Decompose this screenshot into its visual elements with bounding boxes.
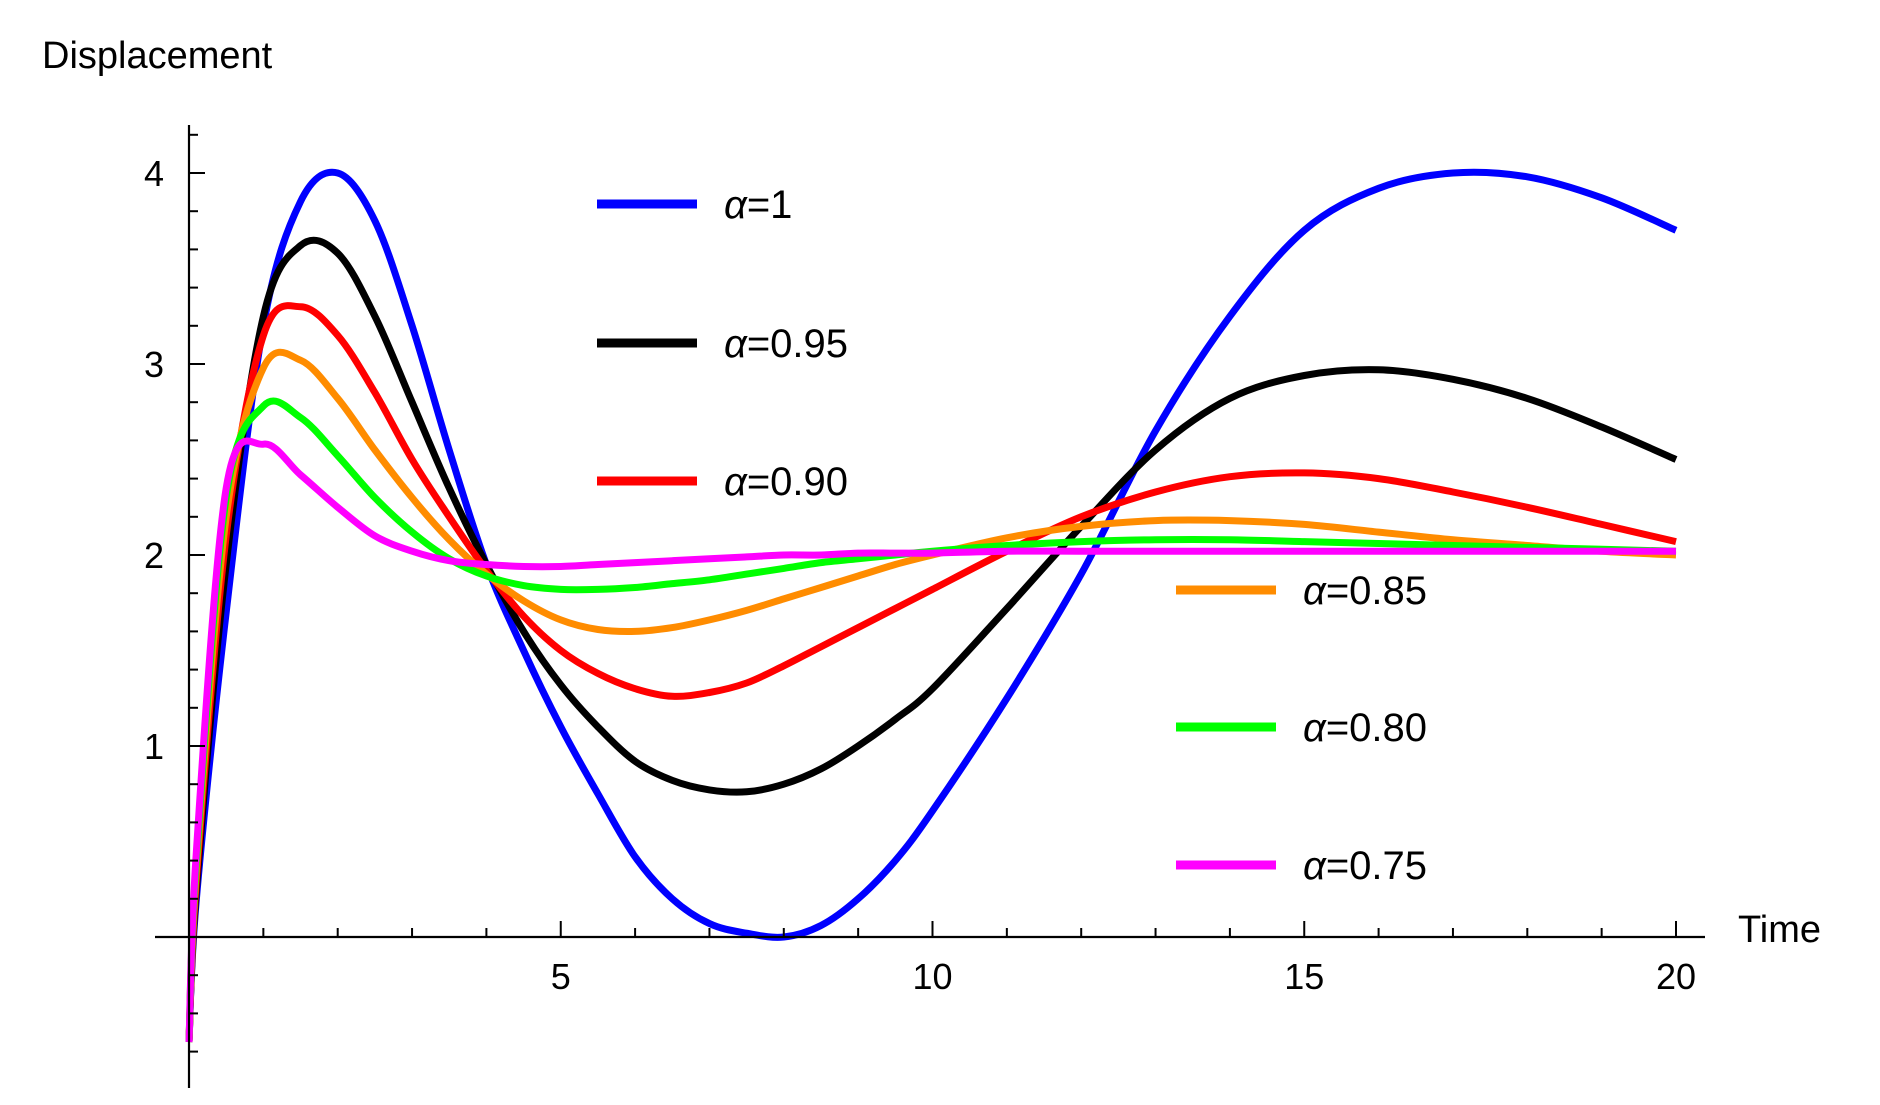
legend-value: =1: [747, 183, 793, 227]
ticks-layer: 5 10 15 20 1 2 3 4: [144, 133, 1696, 1053]
series-layer: [185, 168, 1678, 1043]
x-tick-label: 5: [551, 956, 571, 997]
legend-value: =0.80: [1326, 706, 1427, 750]
x-tick-label: 10: [912, 956, 952, 997]
axes-layer: [155, 125, 1705, 1088]
legend-alpha: α: [1303, 706, 1327, 750]
legend-label: α=0.95: [724, 322, 848, 366]
legend-alpha: α: [1303, 569, 1327, 613]
legend-label: α=0.75: [1303, 844, 1427, 888]
y-tick-label: 3: [144, 344, 164, 385]
legend-alpha: α: [1303, 844, 1327, 888]
series-line-0: [185, 168, 1678, 1043]
series-line-2: [185, 302, 1677, 1043]
series-line-1: [185, 236, 1678, 1043]
series-line-4: [185, 397, 1677, 1043]
legend-value: =0.95: [747, 322, 848, 366]
legend-alpha: α: [724, 322, 748, 366]
legend-alpha: α: [724, 460, 748, 504]
y-tick-label: 4: [144, 153, 164, 194]
x-axis-title: Time: [1738, 909, 1821, 951]
x-tick-label: 15: [1284, 956, 1324, 997]
legend-label: α=0.85: [1303, 569, 1427, 613]
y-axis-title: Displacement: [42, 35, 273, 77]
legend-value: =0.90: [747, 460, 848, 504]
legend-value: =0.85: [1326, 569, 1427, 613]
series-line-5: [185, 437, 1676, 1043]
legend-alpha: α: [724, 183, 748, 227]
legend-label: α=1: [724, 183, 792, 227]
legend: α=1α=0.95α=0.90α=0.85α=0.80α=0.75: [597, 183, 1427, 888]
series-line-3: [185, 348, 1677, 1043]
y-tick-label: 2: [144, 535, 164, 576]
legend-value: =0.75: [1326, 844, 1427, 888]
x-tick-label: 20: [1656, 956, 1696, 997]
y-tick-label: 1: [144, 726, 164, 767]
legend-label: α=0.90: [724, 460, 848, 504]
legend-label: α=0.80: [1303, 706, 1427, 750]
